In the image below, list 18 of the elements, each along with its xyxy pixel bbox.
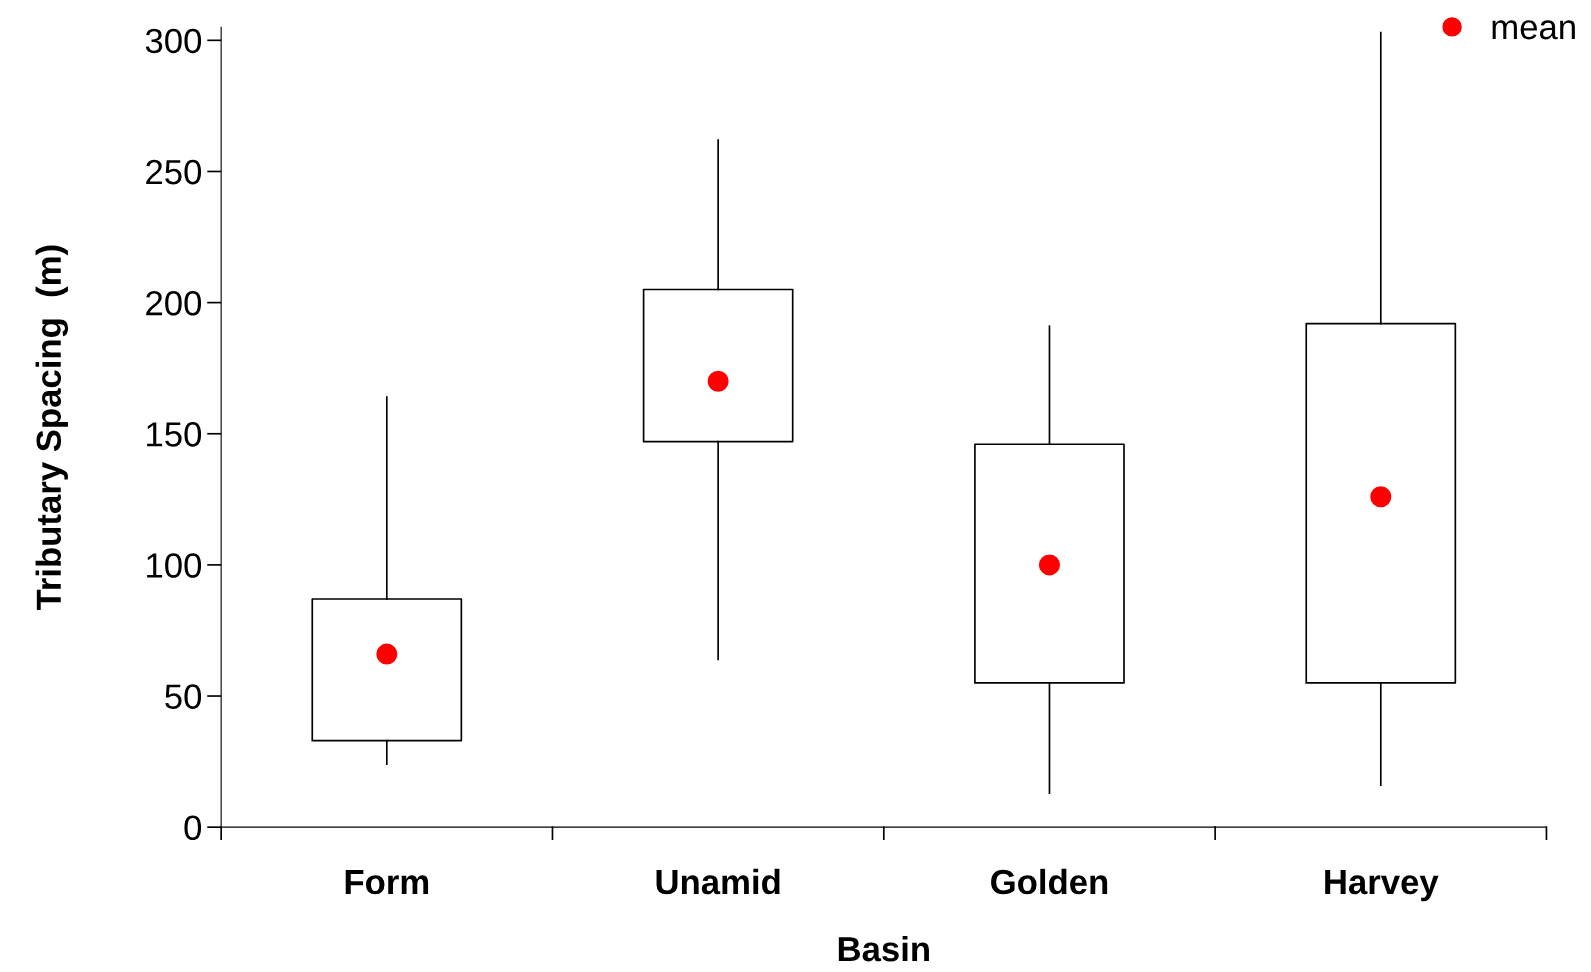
y-tick-label: 250 — [146, 159, 202, 185]
point — [376, 643, 398, 665]
y-tick-label: 150 — [147, 422, 202, 447]
x-tick-label: Harvey — [1325, 870, 1439, 902]
x-axis-title: Basin — [838, 935, 929, 962]
point — [707, 370, 729, 392]
y-tick-label: 50 — [165, 684, 202, 709]
point — [1038, 554, 1060, 576]
y-tick-label: 0 — [184, 815, 202, 841]
x-tick-label: Golden — [991, 868, 1108, 895]
x-tick-label: Form — [345, 870, 429, 895]
y-tick-label: 100 — [147, 553, 202, 578]
y-tick-label: 200 — [146, 290, 202, 316]
point — [1370, 486, 1392, 508]
legend-label: mean — [1492, 20, 1575, 40]
y-axis-title: Tributary Spacing (m) — [35, 245, 69, 611]
y-tick-label: 300 — [145, 28, 202, 54]
x-tick-label: Unamid — [656, 868, 780, 895]
